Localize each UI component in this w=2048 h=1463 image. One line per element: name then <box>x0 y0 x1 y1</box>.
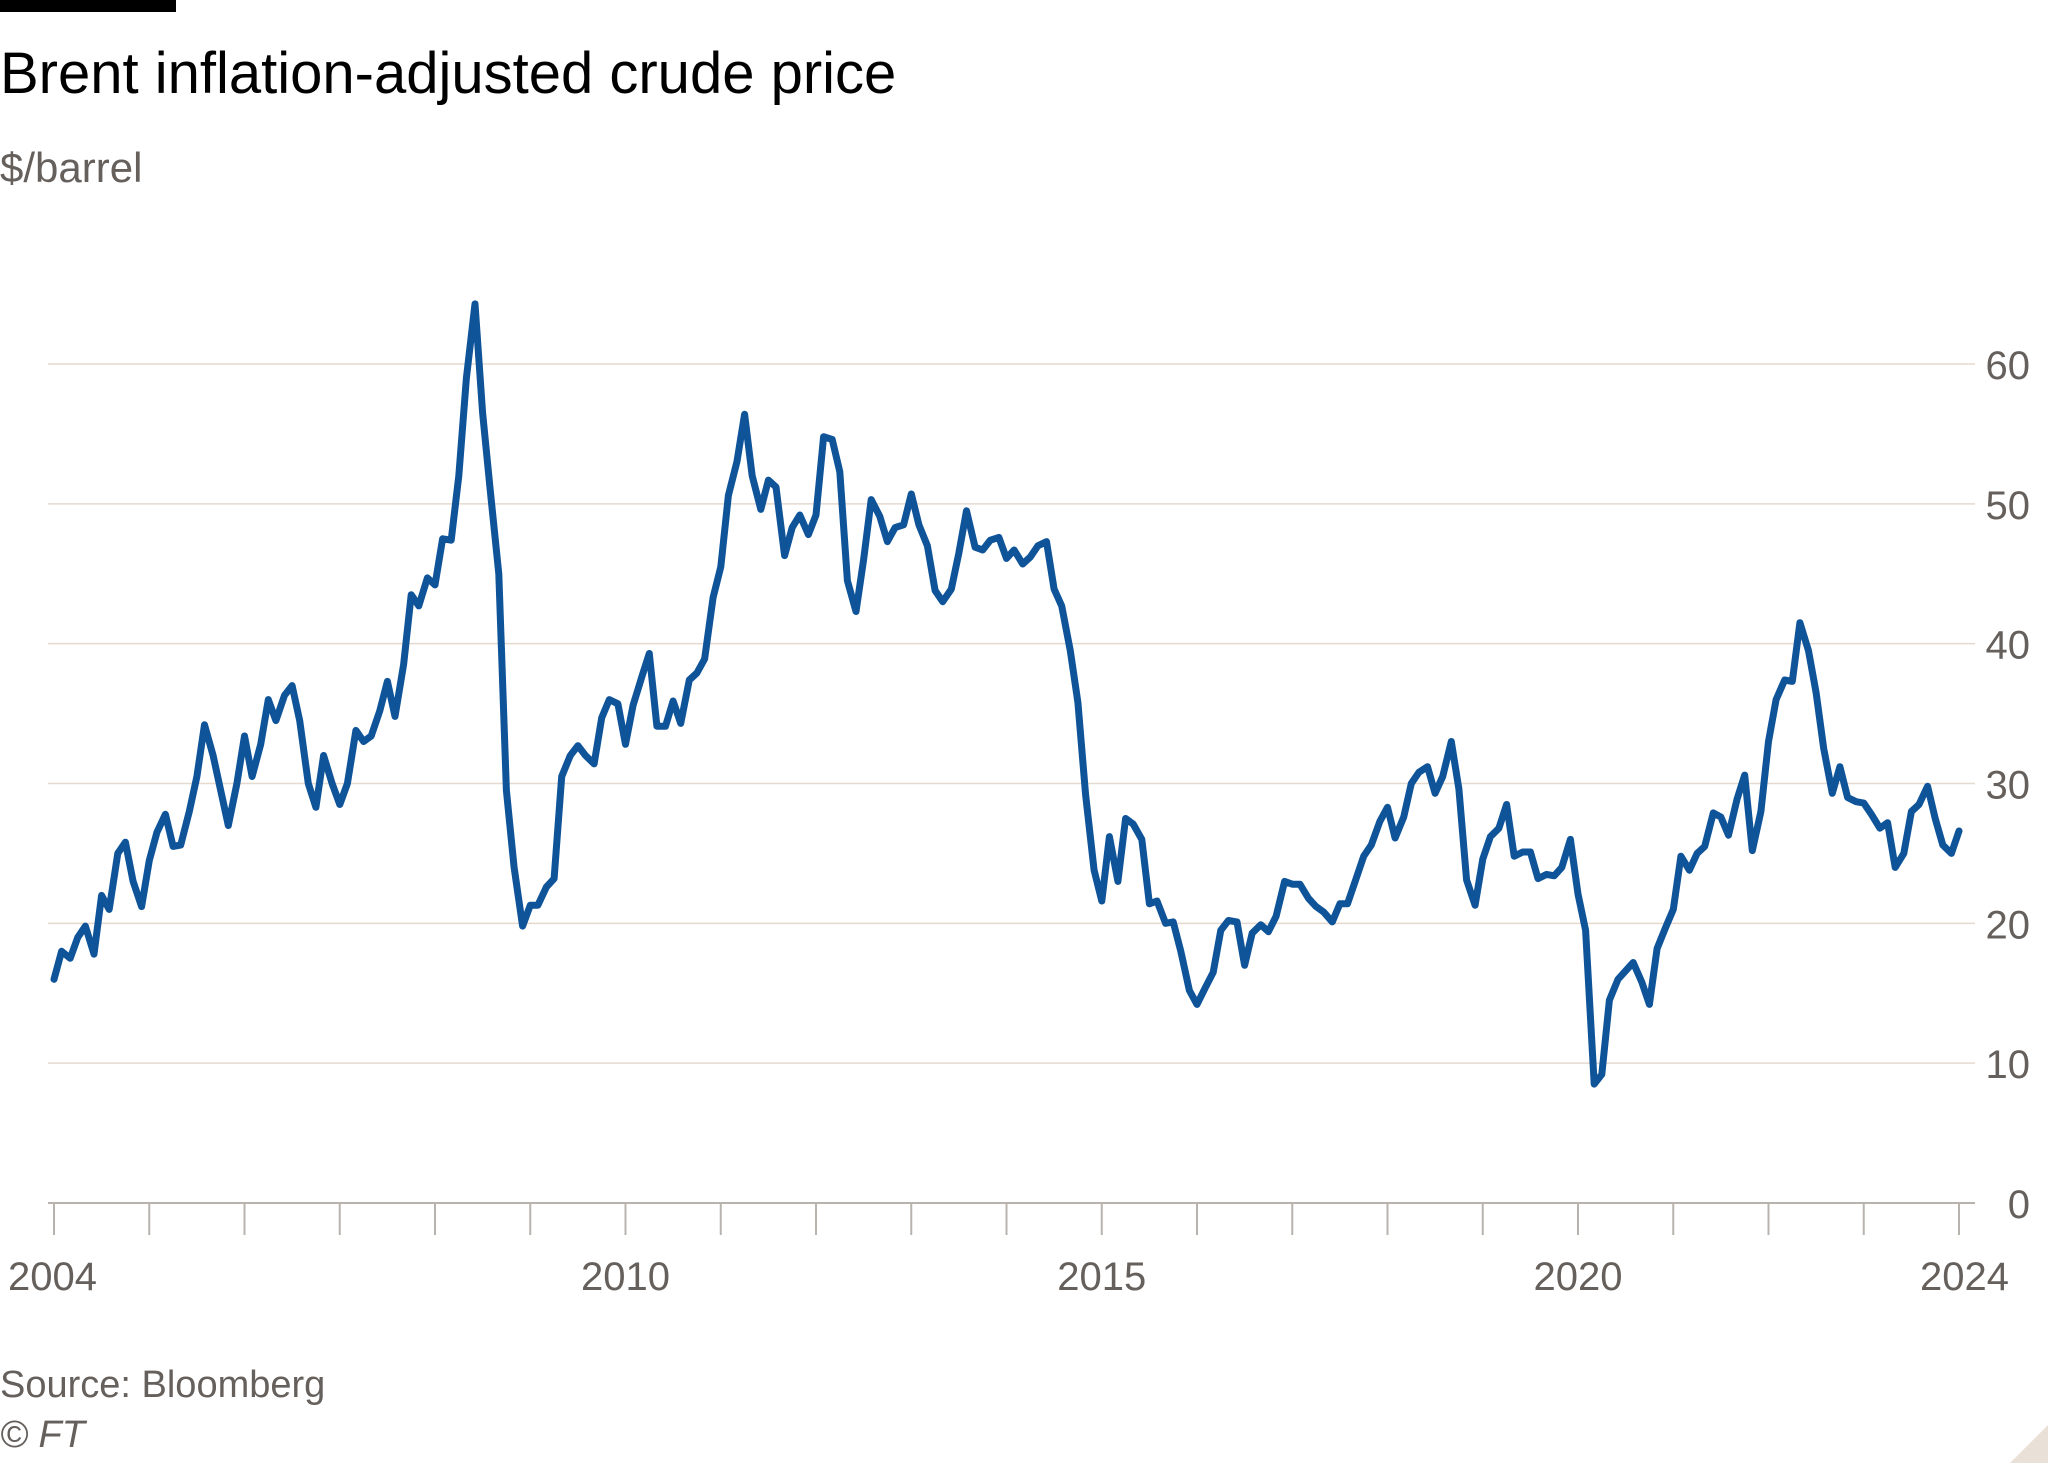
chart-subtitle: $/barrel <box>0 144 143 191</box>
y-tick-label: 0 <box>2008 1183 2030 1227</box>
x-tick-label: 2024 <box>1920 1255 2009 1299</box>
y-tick-label: 10 <box>1986 1043 2031 1087</box>
gridlines <box>48 363 1975 1204</box>
x-tick-label: 2020 <box>1534 1255 1623 1299</box>
y-axis: 0 10 20 30 40 50 60 <box>1986 344 2031 1227</box>
corner-fold-icon <box>2010 1425 2048 1463</box>
series-line <box>50 300 1963 1088</box>
y-tick-label: 40 <box>1986 624 2031 668</box>
brand-bar <box>0 0 176 12</box>
x-tick-label: 2015 <box>1057 1255 1146 1299</box>
source-note: Source: Bloomberg <box>0 1364 326 1406</box>
x-axis-labels: 2004 2010 2015 2020 2024 <box>8 1255 2009 1299</box>
x-tick-label: 2010 <box>581 1255 670 1299</box>
y-tick-label: 20 <box>1986 903 2031 947</box>
x-axis <box>53 1203 1960 1235</box>
series-group <box>50 300 1963 1088</box>
y-tick-label: 30 <box>1986 764 2031 808</box>
chart-title: Brent inflation-adjusted crude price <box>0 41 897 106</box>
y-tick-label: 50 <box>1986 484 2031 528</box>
y-tick-label: 60 <box>1986 344 2031 388</box>
x-tick-label: 2004 <box>8 1255 97 1299</box>
copyright-note: © FT <box>0 1414 85 1456</box>
